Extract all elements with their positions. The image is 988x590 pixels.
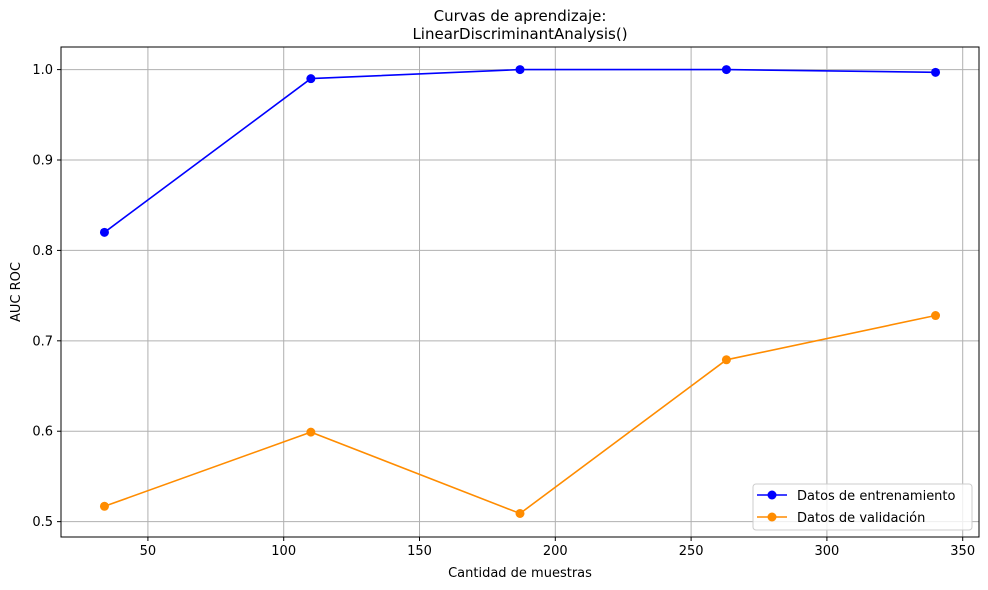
data-point <box>99 227 109 237</box>
legend-marker-validation <box>767 512 777 522</box>
series-line-0 <box>104 68 936 233</box>
x-tick-label: 250 <box>679 544 704 559</box>
x-tick-label: 350 <box>950 544 975 559</box>
legend-marker-training <box>767 490 777 500</box>
data-point <box>721 355 731 365</box>
data-point <box>306 427 316 437</box>
series-layer <box>99 65 941 518</box>
y-tick-label: 0.6 <box>32 425 53 440</box>
x-tick-label: 300 <box>814 544 839 559</box>
legend: Datos de entrenamiento Datos de validaci… <box>752 483 973 531</box>
x-tick-label: 100 <box>271 544 296 559</box>
data-point <box>515 65 525 75</box>
chart-title: Curvas de aprendizaje: <box>434 7 607 25</box>
y-tick-label: 0.9 <box>32 154 53 169</box>
x-tick-label: 200 <box>543 544 568 559</box>
data-point <box>931 311 941 321</box>
data-point <box>721 65 731 75</box>
plot-frame <box>60 46 980 538</box>
x-axis-label: Cantidad de muestras <box>448 566 592 581</box>
y-tick-label: 1.0 <box>32 63 53 78</box>
legend-box <box>752 483 973 531</box>
y-tick-label: 0.8 <box>32 244 53 259</box>
data-point <box>306 74 316 84</box>
y-tick-label: 0.5 <box>32 515 53 530</box>
legend-label-training: Datos de entrenamiento <box>797 489 956 504</box>
grid <box>61 47 979 537</box>
chart-subtitle: LinearDiscriminantAnalysis() <box>412 25 627 43</box>
data-point <box>99 501 109 511</box>
ticks: 50 100 150 200 250 300 350 0.5 0.6 0.7 0.8 0.9 1.0 <box>32 63 975 559</box>
data-point <box>931 67 941 77</box>
x-tick-label: 150 <box>407 544 432 559</box>
legend-label-validation: Datos de validación <box>797 511 925 526</box>
data-point <box>515 508 525 518</box>
y-tick-label: 0.7 <box>32 334 53 349</box>
x-tick-label: 50 <box>140 544 157 559</box>
y-axis-label: AUC ROC <box>9 262 24 322</box>
